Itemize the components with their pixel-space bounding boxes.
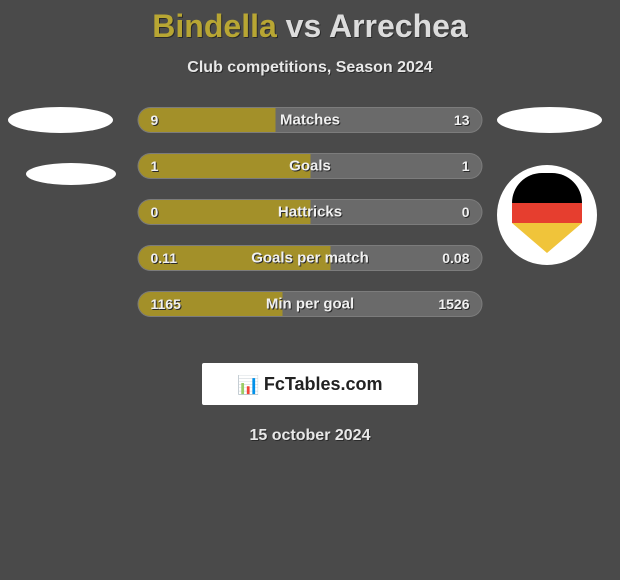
vs-text: vs <box>286 8 322 44</box>
player2-name: Arrechea <box>329 8 468 44</box>
stat-fill-left <box>139 108 276 132</box>
date-text: 15 october 2024 <box>0 427 620 445</box>
club-badge-icon <box>497 165 597 265</box>
stat-value-right: 1526 <box>438 296 469 312</box>
stat-value-right: 1 <box>462 158 470 174</box>
avatar-placeholder-icon <box>497 107 602 133</box>
stat-value-left: 1 <box>151 158 159 174</box>
avatar-placeholder-icon <box>8 107 113 133</box>
stat-label: Goals <box>289 158 331 175</box>
infographic-container: Bindella vs Arrechea Club competitions, … <box>0 0 620 445</box>
stat-value-left: 1165 <box>151 296 181 312</box>
branding-box: 📊 FcTables.com <box>202 363 418 405</box>
chart-icon: 📊 <box>237 375 259 396</box>
stat-row: 9 Matches 13 <box>138 107 483 133</box>
stat-label: Hattricks <box>278 204 342 221</box>
avatar-placeholder-icon <box>26 163 116 185</box>
page-title: Bindella vs Arrechea <box>0 8 620 45</box>
stat-label: Matches <box>280 112 340 129</box>
stat-value-right: 13 <box>454 112 470 128</box>
stat-value-left: 0.11 <box>151 250 177 266</box>
player1-name: Bindella <box>152 8 276 44</box>
stat-value-left: 9 <box>151 112 159 128</box>
stat-value-right: 0 <box>462 204 470 220</box>
subtitle-text: Club competitions, Season 2024 <box>0 59 620 77</box>
stat-value-left: 0 <box>151 204 159 220</box>
branding-text: FcTables.com <box>264 374 383 395</box>
stat-label: Min per goal <box>266 296 354 313</box>
stat-row: 1 Goals 1 <box>138 153 483 179</box>
player2-avatar <box>497 107 602 265</box>
stat-row: 0 Hattricks 0 <box>138 199 483 225</box>
stat-value-right: 0.08 <box>442 250 469 266</box>
stats-panel: 9 Matches 13 1 Goals 1 0 Hattricks 0 0.11 Goals pe… <box>138 107 483 337</box>
player1-avatar <box>8 107 116 185</box>
stat-row: 1165 Min per goal 1526 <box>138 291 483 317</box>
stat-row: 0.11 Goals per match 0.08 <box>138 245 483 271</box>
stat-label: Goals per match <box>251 250 369 267</box>
main-area: 9 Matches 13 1 Goals 1 0 Hattricks 0 0.11 Goals pe… <box>0 107 620 357</box>
stat-fill-left <box>139 154 311 178</box>
